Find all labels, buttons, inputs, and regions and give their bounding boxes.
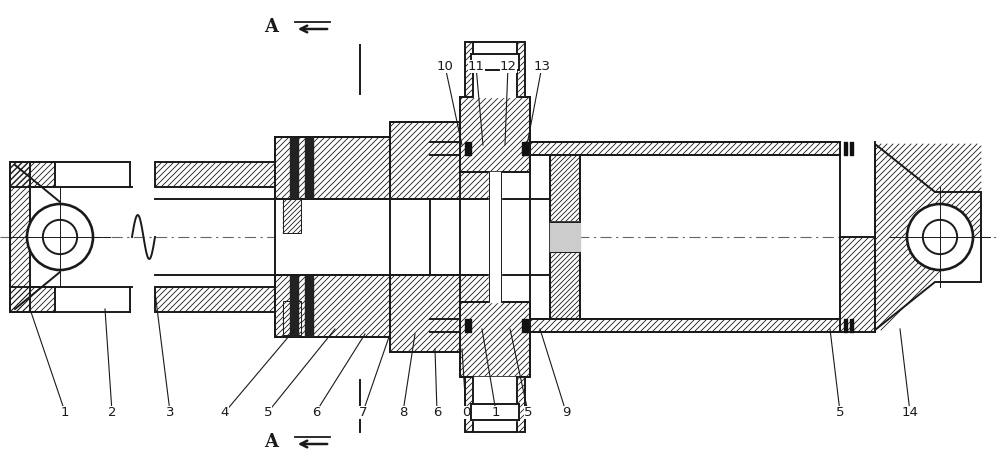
Polygon shape xyxy=(155,162,275,187)
Polygon shape xyxy=(460,97,530,172)
Polygon shape xyxy=(430,142,840,155)
Text: 6: 6 xyxy=(433,405,441,419)
Circle shape xyxy=(27,204,93,270)
Text: 10: 10 xyxy=(437,60,453,73)
Text: 5: 5 xyxy=(836,405,844,419)
Circle shape xyxy=(907,204,973,270)
Text: A: A xyxy=(264,433,278,451)
Polygon shape xyxy=(430,319,840,332)
Polygon shape xyxy=(875,144,981,330)
Polygon shape xyxy=(550,252,580,319)
Polygon shape xyxy=(283,199,301,233)
Polygon shape xyxy=(465,42,525,97)
Text: 9: 9 xyxy=(562,405,570,419)
Polygon shape xyxy=(275,137,430,199)
Polygon shape xyxy=(283,301,301,335)
Text: 14: 14 xyxy=(902,405,918,419)
Text: 0: 0 xyxy=(462,405,470,419)
Text: 5: 5 xyxy=(264,405,272,419)
Polygon shape xyxy=(460,302,530,377)
Polygon shape xyxy=(465,377,525,432)
Text: A: A xyxy=(264,18,278,36)
Polygon shape xyxy=(275,275,430,337)
Circle shape xyxy=(43,220,77,254)
Text: 13: 13 xyxy=(534,60,550,73)
Polygon shape xyxy=(840,237,875,332)
Polygon shape xyxy=(10,287,55,312)
Polygon shape xyxy=(10,162,30,312)
Text: 6: 6 xyxy=(312,405,320,419)
Polygon shape xyxy=(155,287,275,312)
Text: 2: 2 xyxy=(108,405,116,419)
Text: 4: 4 xyxy=(221,405,229,419)
Polygon shape xyxy=(390,275,500,352)
Text: 1: 1 xyxy=(492,405,500,419)
Polygon shape xyxy=(10,162,55,187)
Text: 5: 5 xyxy=(524,405,532,419)
Text: 11: 11 xyxy=(468,60,484,73)
Text: 12: 12 xyxy=(500,60,516,73)
Text: 7: 7 xyxy=(359,405,367,419)
Text: 8: 8 xyxy=(399,405,407,419)
Circle shape xyxy=(923,220,957,254)
Polygon shape xyxy=(390,122,500,199)
Text: 1: 1 xyxy=(61,405,69,419)
Polygon shape xyxy=(550,155,580,222)
Text: 3: 3 xyxy=(166,405,174,419)
